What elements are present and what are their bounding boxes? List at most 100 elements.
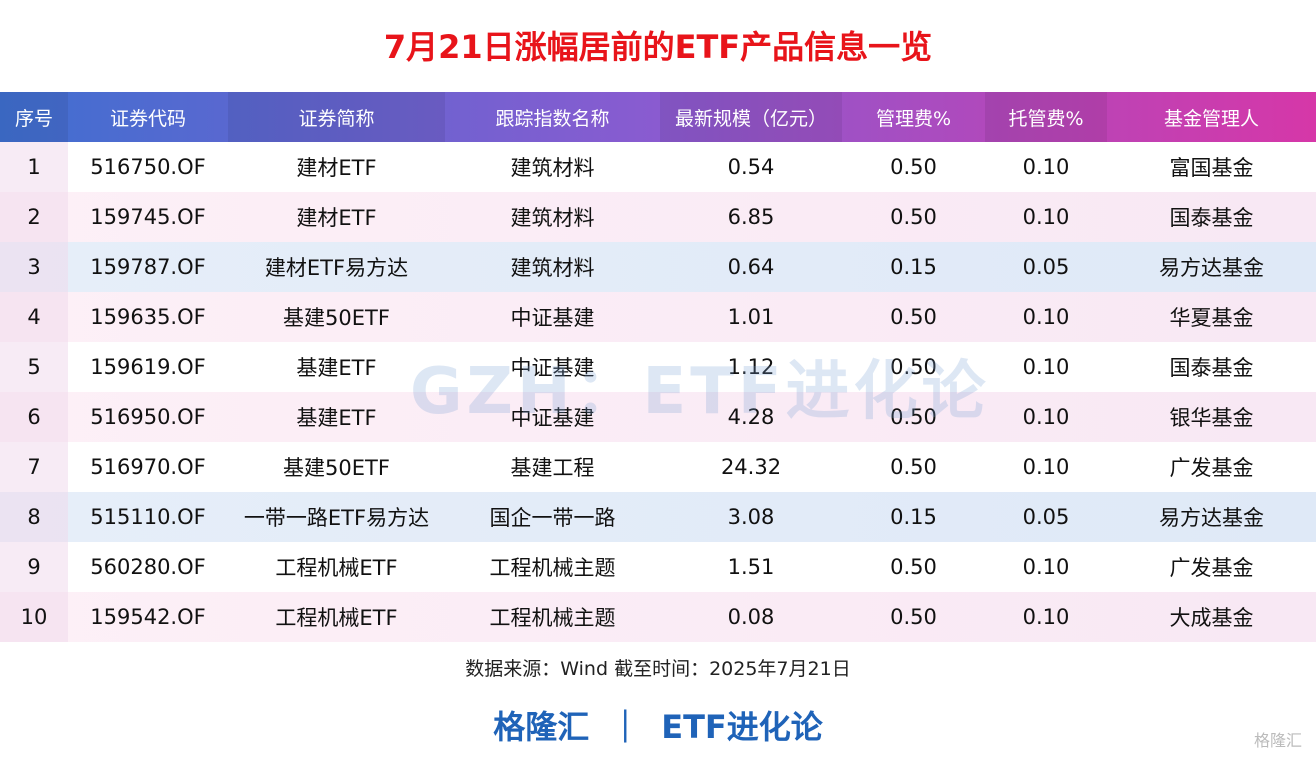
- table-cell: 中证基建: [510, 406, 595, 430]
- header-cell: 管理费%: [875, 107, 952, 130]
- table-cell: 9: [0, 542, 68, 592]
- table-cell: 159745.OF: [90, 205, 206, 229]
- table-row: 6 516950.OF 基建ETF 中证基建 4.28 0.50 0.10 银华基金: [0, 392, 1316, 442]
- table-cell: 159635.OF: [90, 305, 206, 329]
- table-cell: 2: [0, 192, 68, 242]
- table-cell: 7: [0, 442, 68, 492]
- header-cell: 证券代码: [109, 107, 186, 130]
- header-row: 序号 证券代码 证券简称 跟踪指数名称 最新规模（亿元） 管理费% 托管费% 基金管理人: [0, 92, 1316, 142]
- table-cell: 10: [0, 592, 68, 642]
- table-cell: 0.05: [1022, 505, 1070, 529]
- table-cell: 华夏基金: [1169, 306, 1254, 330]
- corner-logo: 格隆汇: [1253, 731, 1302, 750]
- table-row: 7 516970.OF 基建50ETF 基建工程 24.32 0.50 0.10 广发基金: [0, 442, 1316, 492]
- table-row: 5 159619.OF 基建ETF 中证基建 1.12 0.50 0.10 国泰基金: [0, 342, 1316, 392]
- table-cell: 0.10: [1022, 155, 1070, 179]
- table-row: 2 159745.OF 建材ETF 建筑材料 6.85 0.50 0.10 国泰基金: [0, 192, 1316, 242]
- table-cell: 6.85: [727, 205, 775, 229]
- table-cell: 159619.OF: [90, 355, 206, 379]
- table-cell: 工程机械ETF: [275, 556, 398, 580]
- table-cell: 159787.OF: [90, 255, 206, 279]
- table-cell: 0.50: [890, 305, 937, 329]
- table-cell: 大成基金: [1169, 606, 1254, 630]
- table-cell: 0.05: [1022, 255, 1070, 279]
- table-cell: 0.50: [890, 455, 937, 479]
- table-cell: 建筑材料: [510, 206, 595, 230]
- table-cell: 5: [0, 342, 68, 392]
- table-cell: 国泰基金: [1169, 356, 1254, 380]
- table-cell: 广发基金: [1169, 556, 1254, 580]
- table-row: 10 159542.OF 工程机械ETF 工程机械主题 0.08 0.50 0.10 大成基金: [0, 592, 1316, 642]
- table-cell: 基建ETF: [296, 406, 377, 430]
- brand-separator: ｜: [609, 708, 642, 746]
- table-cell: 1.51: [727, 555, 775, 579]
- table-cell: 1.01: [727, 305, 775, 329]
- header-cell: 跟踪指数名称: [495, 107, 610, 130]
- table-row: 8 515110.OF 一带一路ETF易方达 国企一带一路 3.08 0.15 0.05 易方…: [0, 492, 1316, 542]
- table-cell: 基建50ETF: [283, 456, 390, 480]
- table-cell: 一带一路ETF易方达: [243, 506, 430, 530]
- table-cell: 516950.OF: [90, 405, 206, 429]
- brand-left: 格隆汇: [493, 708, 590, 746]
- table-cell: 建材ETF易方达: [264, 256, 409, 280]
- table-cell: 159542.OF: [90, 605, 206, 629]
- table-cell: 1.12: [727, 355, 775, 379]
- table-cell: 国泰基金: [1169, 206, 1254, 230]
- table-cell: 0.10: [1022, 355, 1070, 379]
- table-cell: 516750.OF: [90, 155, 206, 179]
- table-cell: 建筑材料: [510, 256, 595, 280]
- table-cell: 0.08: [727, 605, 775, 629]
- header-cell: 序号: [0, 92, 68, 142]
- brand: 格隆汇 ｜ ETF进化论: [0, 702, 1316, 748]
- table-cell: 560280.OF: [90, 555, 206, 579]
- table-cell: 0.50: [890, 555, 937, 579]
- table-cell: 0.10: [1022, 205, 1070, 229]
- table-cell: 0.50: [890, 605, 937, 629]
- table-cell: 0.50: [890, 155, 937, 179]
- table-cell: 0.10: [1022, 305, 1070, 329]
- title: 7月21日涨幅居前的ETF产品信息一览: [383, 28, 933, 66]
- table: 序号 证券代码 证券简称 跟踪指数名称 最新规模（亿元） 管理费% 托管费% 基金管理人 1 51…: [0, 92, 1316, 642]
- table-cell: 易方达基金: [1159, 506, 1264, 530]
- table-cell: 24.32: [720, 455, 782, 479]
- table-cell: 易方达基金: [1159, 256, 1264, 280]
- header-cell: 证券简称: [228, 92, 445, 142]
- table-cell: 基建工程: [510, 456, 595, 480]
- table-cell: 中证基建: [510, 356, 595, 380]
- table-cell: 0.10: [1022, 455, 1070, 479]
- table-cell: 6: [0, 392, 68, 442]
- table-cell: 银华基金: [1169, 406, 1254, 430]
- table-cell: 国企一带一路: [489, 506, 616, 530]
- table-cell: 富国基金: [1169, 156, 1254, 180]
- table-cell: 3: [0, 242, 68, 292]
- table-cell: 0.15: [890, 505, 937, 529]
- table-cell: 0.50: [890, 355, 937, 379]
- table-cell: 0.10: [1022, 555, 1070, 579]
- header-cell: 托管费%: [985, 92, 1107, 142]
- source-note: 数据来源：Wind 截至时间：2025年7月21日: [465, 658, 851, 680]
- table-cell: 515110.OF: [90, 505, 206, 529]
- table-cell: 1: [0, 142, 68, 192]
- table-cell: 广发基金: [1169, 456, 1254, 480]
- table-cell: 建筑材料: [510, 156, 595, 180]
- table-cell: 0.15: [890, 255, 937, 279]
- table-row: 1 516750.OF 建材ETF 建筑材料 0.54 0.50 0.10 富国基金: [0, 142, 1316, 192]
- table-cell: 0.10: [1022, 405, 1070, 429]
- table-cell: 中证基建: [510, 306, 595, 330]
- table-cell: 基建50ETF: [283, 306, 390, 330]
- table-row: 4 159635.OF 基建50ETF 中证基建 1.01 0.50 0.10 华夏基金: [0, 292, 1316, 342]
- table-cell: 建材ETF: [296, 206, 377, 230]
- header-cell: 基金管理人: [1163, 107, 1259, 130]
- table-cell: 工程机械主题: [489, 606, 616, 630]
- header-cell: 最新规模（亿元）: [660, 92, 842, 142]
- table-cell: 基建ETF: [296, 356, 377, 380]
- table-row: 9 560280.OF 工程机械ETF 工程机械主题 1.51 0.50 0.10 广发基金: [0, 542, 1316, 592]
- table-cell: 工程机械ETF: [275, 606, 398, 630]
- table-cell: 建材ETF: [296, 156, 377, 180]
- table-cell: 工程机械主题: [489, 556, 616, 580]
- table-cell: 4.28: [727, 405, 775, 429]
- table-row: 3 159787.OF 建材ETF易方达 建筑材料 0.64 0.15 0.05 易方达基金: [0, 242, 1316, 292]
- table-cell: 0.54: [727, 155, 775, 179]
- table-cell: 3.08: [727, 505, 775, 529]
